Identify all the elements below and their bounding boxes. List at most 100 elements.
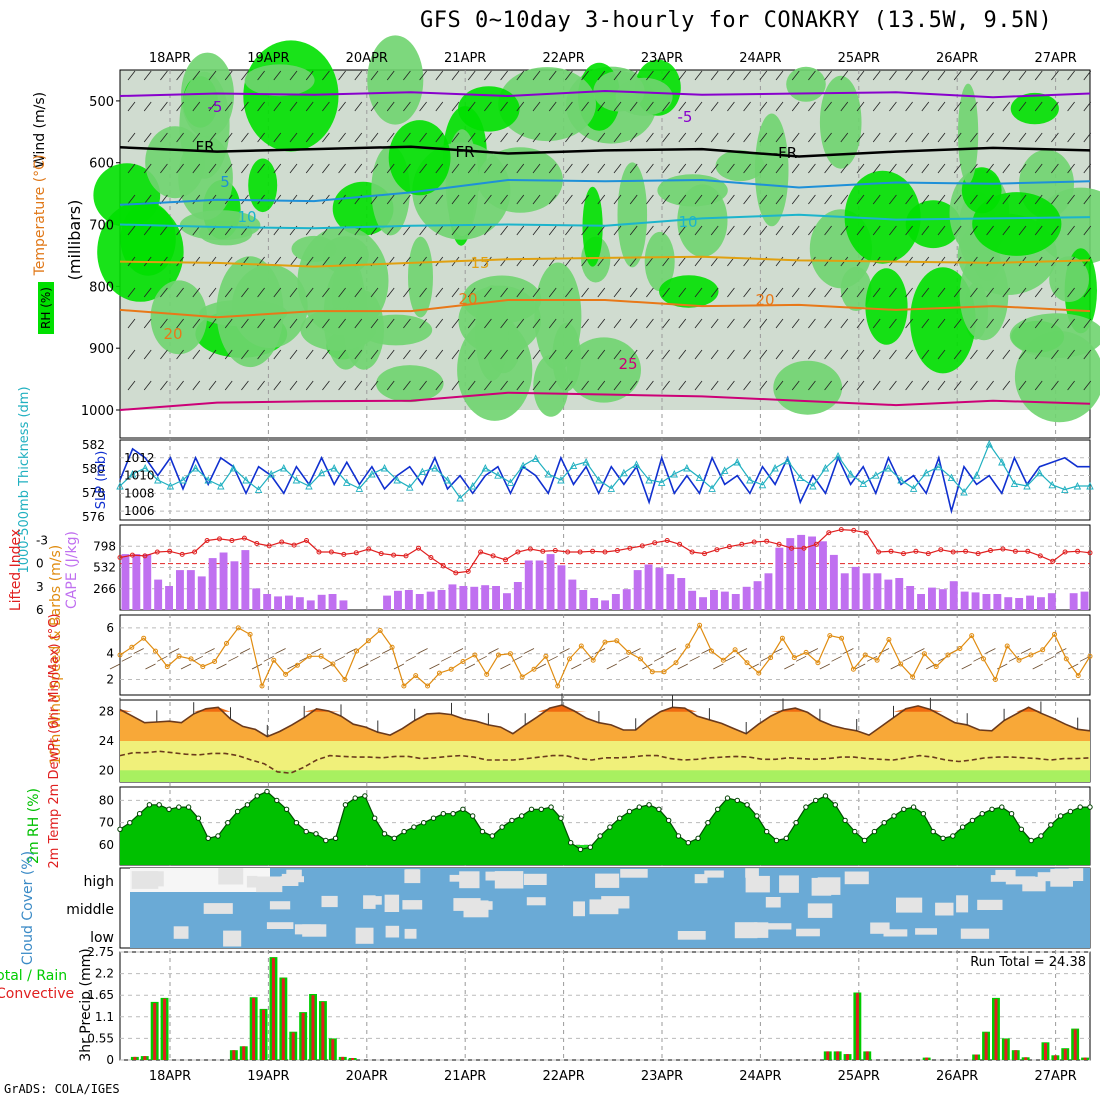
thickness-tick-label: 578 bbox=[82, 486, 105, 500]
precip-convective-bar bbox=[232, 1050, 236, 1060]
wind-barb bbox=[370, 132, 379, 143]
lifted-index-point bbox=[950, 549, 956, 555]
wind-barb bbox=[937, 101, 946, 112]
wind-barb bbox=[937, 70, 946, 81]
wind-barb bbox=[1002, 380, 1011, 391]
wind-barb-10m bbox=[275, 648, 286, 654]
wind-barb bbox=[694, 380, 703, 391]
wind-barb bbox=[597, 132, 606, 143]
rh-point bbox=[793, 820, 799, 826]
wind-barb bbox=[370, 70, 379, 81]
wind-barb bbox=[500, 318, 508, 329]
cloud-gap bbox=[977, 899, 1003, 910]
precip-tick-label: 0 bbox=[106, 1053, 114, 1067]
wind-barb bbox=[565, 225, 573, 236]
cape-bar bbox=[143, 554, 152, 610]
cape-bar bbox=[295, 597, 304, 610]
thickness-point bbox=[884, 463, 893, 472]
wind-barb bbox=[548, 287, 557, 298]
date-label-bottom: 27APR bbox=[1034, 1069, 1076, 1084]
wind-barb bbox=[743, 380, 751, 391]
wind-barb bbox=[824, 318, 832, 329]
wind-barb bbox=[856, 101, 865, 112]
lifted-index-point bbox=[465, 568, 471, 574]
wind-barb bbox=[451, 349, 460, 360]
precip-convective-bar bbox=[1024, 1057, 1028, 1060]
rh-point bbox=[744, 802, 750, 808]
rh-fill-region bbox=[910, 267, 976, 374]
precip-axis-label: 3hr Precip (mm) bbox=[78, 948, 94, 1061]
wind-barb bbox=[160, 132, 168, 143]
wind-barb bbox=[710, 101, 719, 112]
cape-bar bbox=[949, 581, 958, 610]
chart-marks bbox=[93, 35, 1100, 1060]
wind-speed-point bbox=[945, 652, 951, 658]
cape-bar bbox=[742, 586, 751, 610]
thickness-point bbox=[607, 484, 616, 492]
lifted-index-point bbox=[515, 549, 521, 555]
date-label-top: 25APR bbox=[838, 51, 880, 66]
cape-bar bbox=[906, 586, 915, 610]
thickness-point bbox=[305, 481, 313, 490]
wind-barb bbox=[160, 225, 168, 236]
wind-barb bbox=[354, 70, 363, 81]
thickness-point bbox=[128, 469, 137, 478]
cape-bar bbox=[1047, 593, 1056, 610]
thickness-point bbox=[280, 463, 288, 472]
precip-convective-legend: Convective bbox=[0, 986, 74, 1002]
rh-point bbox=[293, 820, 300, 826]
wind-barb bbox=[694, 318, 703, 329]
wind-barb bbox=[905, 380, 913, 391]
wind-barb bbox=[338, 380, 346, 391]
wind-barb bbox=[403, 349, 411, 360]
wind-barb bbox=[224, 256, 233, 267]
cloud-gap bbox=[131, 871, 159, 889]
rh-fill-region bbox=[865, 268, 908, 345]
wind-barb-10m bbox=[594, 648, 606, 654]
wind-axis-label: Wind (m/s) bbox=[32, 92, 48, 168]
cape-bar bbox=[579, 590, 588, 610]
wind-barb-10m bbox=[630, 648, 641, 654]
wind-barb bbox=[354, 101, 363, 112]
cape-bar bbox=[219, 552, 228, 610]
precip-tick-label: 1.1 bbox=[95, 1010, 114, 1024]
wind-barb bbox=[694, 349, 703, 360]
lifted-index-point bbox=[639, 543, 645, 549]
rh-point bbox=[950, 833, 956, 839]
wind-barb bbox=[467, 287, 476, 298]
rh-point bbox=[1008, 811, 1015, 817]
wind-barb bbox=[824, 70, 832, 81]
cloud-gap bbox=[269, 901, 291, 910]
wind-barb bbox=[581, 163, 589, 174]
cloud-gap bbox=[385, 925, 400, 938]
cape-bar bbox=[394, 590, 402, 610]
wind-speed-point bbox=[661, 669, 667, 675]
thickness-point bbox=[494, 471, 502, 479]
wind-barb bbox=[824, 163, 832, 174]
cloud-gap bbox=[754, 922, 769, 938]
date-label-bottom: 25APR bbox=[838, 1069, 880, 1084]
wind-barb bbox=[791, 256, 800, 267]
wind-barb bbox=[127, 101, 136, 112]
wind-barb-10m bbox=[334, 655, 345, 662]
wind-speed-point bbox=[176, 653, 182, 659]
rh-point bbox=[675, 833, 682, 839]
wind-barb bbox=[143, 225, 152, 236]
cloud-gap bbox=[766, 923, 792, 930]
wind-barb bbox=[127, 349, 136, 360]
cape-bar bbox=[535, 560, 544, 610]
wind-barb bbox=[856, 349, 865, 360]
wind-barb bbox=[500, 287, 508, 298]
wind-barb bbox=[467, 194, 476, 205]
wind-barb bbox=[775, 163, 784, 174]
wind-barb bbox=[208, 380, 217, 391]
wind-speed-point bbox=[590, 657, 596, 663]
cloud-gap bbox=[935, 902, 954, 916]
rh-point bbox=[1077, 804, 1083, 810]
lifted-index-point bbox=[1025, 548, 1031, 554]
wind-barb bbox=[224, 70, 233, 81]
thickness-point bbox=[645, 475, 653, 484]
wind-barb bbox=[629, 380, 638, 391]
wind-barb bbox=[484, 256, 492, 267]
wind-barb-10m bbox=[583, 655, 594, 662]
